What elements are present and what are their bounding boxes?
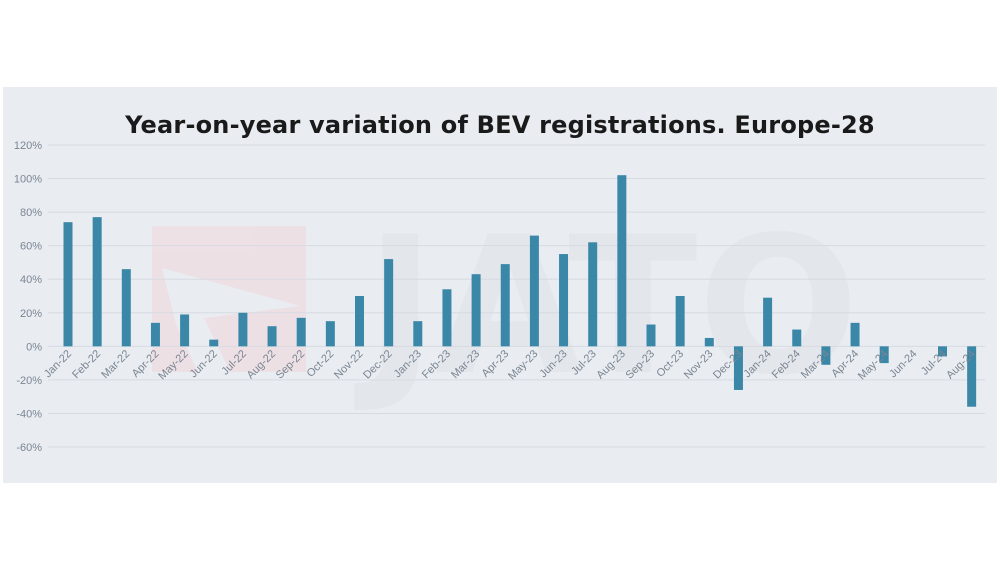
bar-jun-22 <box>209 339 219 347</box>
y-tick-label: 60% <box>20 241 42 253</box>
bar-nov-23 <box>704 337 714 347</box>
x-tick-label: Jan-22 <box>42 348 74 380</box>
bar-may-24 <box>879 346 889 364</box>
y-tick-label: 120% <box>14 140 42 152</box>
bar-oct-22 <box>325 321 335 347</box>
y-tick-label: 100% <box>14 174 42 186</box>
bar-may-23 <box>529 235 539 347</box>
bar-feb-23 <box>442 289 452 347</box>
bar-aug-24 <box>967 346 977 407</box>
chart-title: Year-on-year variation of BEV registrati… <box>125 111 875 139</box>
bar-mar-22 <box>121 269 131 347</box>
watermark-text: JATO <box>354 196 859 417</box>
bar-apr-24 <box>850 322 860 347</box>
x-tick-label: Feb-22 <box>70 348 103 381</box>
y-tick-label: -20% <box>16 375 42 387</box>
bar-sep-23 <box>646 324 656 347</box>
y-tick-label: -60% <box>16 442 42 454</box>
y-tick-label: 80% <box>20 207 42 219</box>
bar-jan-23 <box>413 321 423 347</box>
bar-dec-23 <box>733 346 743 390</box>
bar-may-22 <box>180 314 190 347</box>
x-tick-label: Nov-22 <box>332 348 366 382</box>
bar-jan-22 <box>63 222 73 347</box>
bar-feb-24 <box>792 329 802 347</box>
bar-jul-24 <box>938 346 947 357</box>
bar-aug-22 <box>267 326 277 347</box>
bar-mar-23 <box>471 274 481 347</box>
y-tick-label: 40% <box>20 274 42 286</box>
x-tick-label: Mar-22 <box>99 348 132 381</box>
bar-jul-23 <box>588 242 598 347</box>
x-tick-label: Jun-24 <box>887 348 919 380</box>
bar-mar-24 <box>821 346 831 365</box>
bar-apr-22 <box>150 322 160 347</box>
bar-feb-22 <box>92 217 102 347</box>
bar-sep-22 <box>296 317 306 347</box>
bar-nov-22 <box>355 296 364 347</box>
x-tick-label: May-24 <box>856 348 890 382</box>
bar-oct-23 <box>675 296 685 347</box>
y-tick-label: 0% <box>26 341 42 353</box>
x-tick-label: Oct-22 <box>305 348 337 380</box>
bar-jul-22 <box>238 312 248 347</box>
bar-dec-22 <box>384 259 394 347</box>
bar-apr-23 <box>500 264 510 347</box>
y-tick-label: -40% <box>16 408 42 420</box>
bar-jun-23 <box>559 254 569 347</box>
bar-aug-23 <box>617 175 627 347</box>
y-tick-label: 20% <box>20 308 42 320</box>
bar-jan-24 <box>763 297 773 347</box>
